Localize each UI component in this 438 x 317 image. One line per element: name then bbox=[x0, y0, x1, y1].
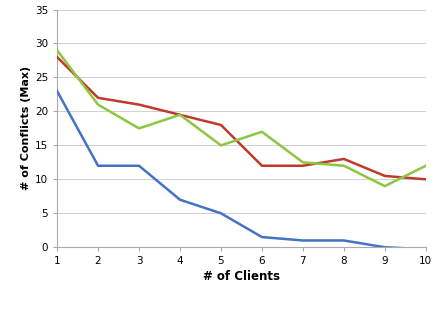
Proposed Algorithm bbox=[300, 239, 305, 243]
Local Optimization bbox=[259, 164, 264, 168]
Local Optimization bbox=[381, 174, 387, 178]
Line: Random: Random bbox=[57, 50, 425, 186]
Random bbox=[422, 164, 427, 168]
Random bbox=[340, 164, 346, 168]
Proposed Algorithm bbox=[218, 211, 223, 215]
Random bbox=[177, 113, 182, 117]
Local Optimization bbox=[54, 55, 60, 59]
Random bbox=[259, 130, 264, 134]
Random bbox=[218, 144, 223, 147]
Y-axis label: # of Conflicts (Max): # of Conflicts (Max) bbox=[21, 66, 31, 191]
Local Optimization bbox=[422, 178, 427, 181]
Proposed Algorithm bbox=[340, 239, 346, 243]
Local Optimization bbox=[95, 96, 100, 100]
Proposed Algorithm bbox=[259, 235, 264, 239]
X-axis label: # of Clients: # of Clients bbox=[202, 270, 279, 283]
Local Optimization bbox=[177, 113, 182, 117]
Local Optimization bbox=[136, 103, 141, 107]
Random bbox=[300, 160, 305, 164]
Local Optimization bbox=[218, 123, 223, 127]
Proposed Algorithm bbox=[422, 247, 427, 251]
Line: Local Optimization: Local Optimization bbox=[57, 57, 425, 179]
Proposed Algorithm bbox=[54, 89, 60, 93]
Proposed Algorithm bbox=[95, 164, 100, 168]
Legend: Local Optimization, Random, Proposed Algorithm: Local Optimization, Random, Proposed Alg… bbox=[80, 314, 402, 317]
Local Optimization bbox=[300, 164, 305, 168]
Random bbox=[54, 49, 60, 52]
Proposed Algorithm bbox=[177, 198, 182, 202]
Random bbox=[136, 126, 141, 130]
Random bbox=[381, 184, 387, 188]
Random bbox=[95, 103, 100, 107]
Proposed Algorithm bbox=[136, 164, 141, 168]
Proposed Algorithm bbox=[381, 245, 387, 249]
Local Optimization bbox=[340, 157, 346, 161]
Line: Proposed Algorithm: Proposed Algorithm bbox=[57, 91, 425, 249]
